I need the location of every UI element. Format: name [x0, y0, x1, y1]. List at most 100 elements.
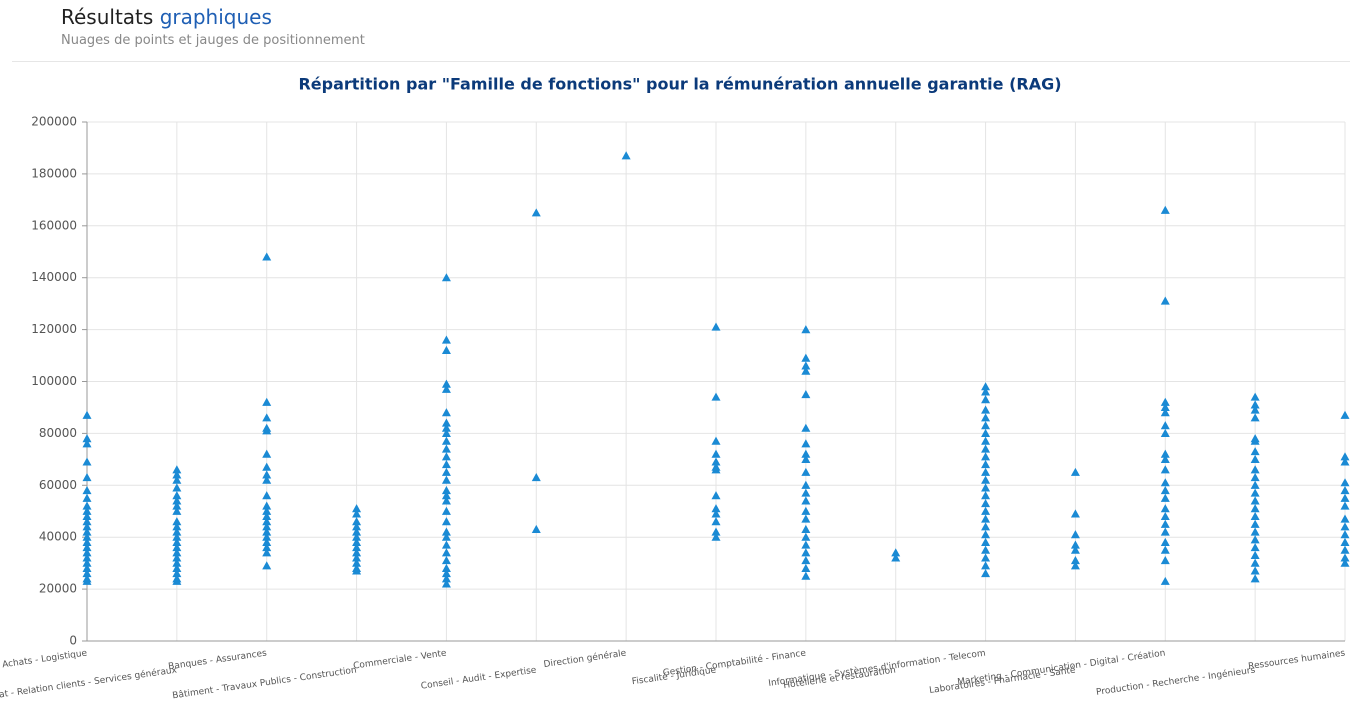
point: [1160, 504, 1170, 513]
y-tick-label: 180000: [31, 166, 77, 180]
point: [441, 485, 451, 495]
point: [262, 561, 272, 570]
point: [82, 563, 92, 572]
point: [352, 522, 362, 531]
point: [1160, 576, 1170, 585]
point: [1070, 561, 1080, 570]
point: [441, 379, 451, 388]
point: [82, 434, 92, 443]
point: [172, 496, 182, 505]
point: [441, 418, 451, 427]
y-tick-label: 100000: [31, 374, 77, 388]
point: [1160, 449, 1170, 458]
point: [1250, 473, 1260, 482]
point: [1340, 478, 1350, 487]
point: [82, 522, 92, 531]
point: [981, 405, 991, 414]
separator: [12, 61, 1350, 62]
point: [172, 475, 182, 484]
point: [1070, 556, 1080, 565]
point: [1160, 519, 1170, 528]
point: [981, 467, 991, 476]
point: [801, 488, 811, 497]
point: [441, 527, 451, 536]
point: [172, 543, 182, 552]
point: [172, 501, 182, 510]
subtitle: Nuages de points et jauges de positionne…: [61, 33, 365, 48]
point: [172, 548, 182, 557]
point: [1250, 566, 1260, 575]
point: [1250, 558, 1260, 567]
x-tick-label: Direction générale: [543, 647, 627, 670]
point: [441, 563, 451, 572]
point: [172, 465, 182, 474]
page-title: Résultats graphiques: [61, 5, 272, 29]
point: [82, 527, 92, 536]
point: [981, 569, 991, 578]
point: [981, 498, 991, 508]
point: [1250, 527, 1260, 536]
y-tick-label: 160000: [31, 218, 77, 232]
point: [172, 506, 182, 515]
point: [82, 537, 92, 546]
point: [981, 444, 991, 453]
point: [1160, 537, 1170, 546]
point: [441, 423, 451, 432]
point: [441, 491, 451, 500]
point: [262, 252, 272, 261]
point: [172, 553, 182, 562]
point: [441, 467, 451, 476]
x-tick-label: Banques - Assurances: [168, 649, 268, 673]
point: [981, 537, 991, 546]
point: [801, 480, 811, 489]
point: [352, 553, 362, 562]
point: [82, 493, 92, 502]
point: [1250, 413, 1260, 422]
point: [172, 563, 182, 572]
y-tick-label: 120000: [31, 322, 77, 336]
point: [172, 517, 182, 526]
point: [711, 504, 721, 513]
point: [262, 543, 272, 552]
point: [441, 444, 451, 453]
point: [172, 537, 182, 546]
point: [1070, 509, 1080, 518]
point: [262, 532, 272, 541]
point: [711, 436, 721, 445]
point: [711, 532, 721, 541]
y-tick-label: 20000: [39, 582, 77, 596]
point: [441, 436, 451, 445]
point: [352, 548, 362, 557]
point: [1160, 397, 1170, 406]
point: [801, 514, 811, 523]
point: [352, 527, 362, 536]
point: [1160, 527, 1170, 536]
point: [801, 353, 811, 362]
point: [352, 532, 362, 541]
y-tick-label: 40000: [39, 530, 77, 544]
point: [801, 361, 811, 370]
point: [1070, 545, 1080, 554]
point: [82, 511, 92, 521]
point: [82, 506, 92, 515]
point: [262, 548, 272, 557]
point: [1340, 485, 1350, 495]
point: [981, 382, 991, 391]
point: [262, 517, 272, 526]
point: [1250, 511, 1260, 521]
point: [801, 325, 811, 334]
point: [82, 501, 92, 510]
point: [1160, 485, 1170, 495]
point: [441, 569, 451, 578]
y-tick-label: 200000: [31, 115, 77, 129]
x-tick-label: Conseil - Audit - Expertise: [420, 665, 537, 691]
point: [352, 543, 362, 552]
point: [441, 579, 451, 588]
point: [1340, 530, 1350, 539]
point: [262, 449, 272, 458]
point: [1250, 405, 1260, 414]
point: [82, 553, 92, 562]
point: [801, 423, 811, 432]
point: [441, 556, 451, 565]
point: [1160, 205, 1170, 214]
